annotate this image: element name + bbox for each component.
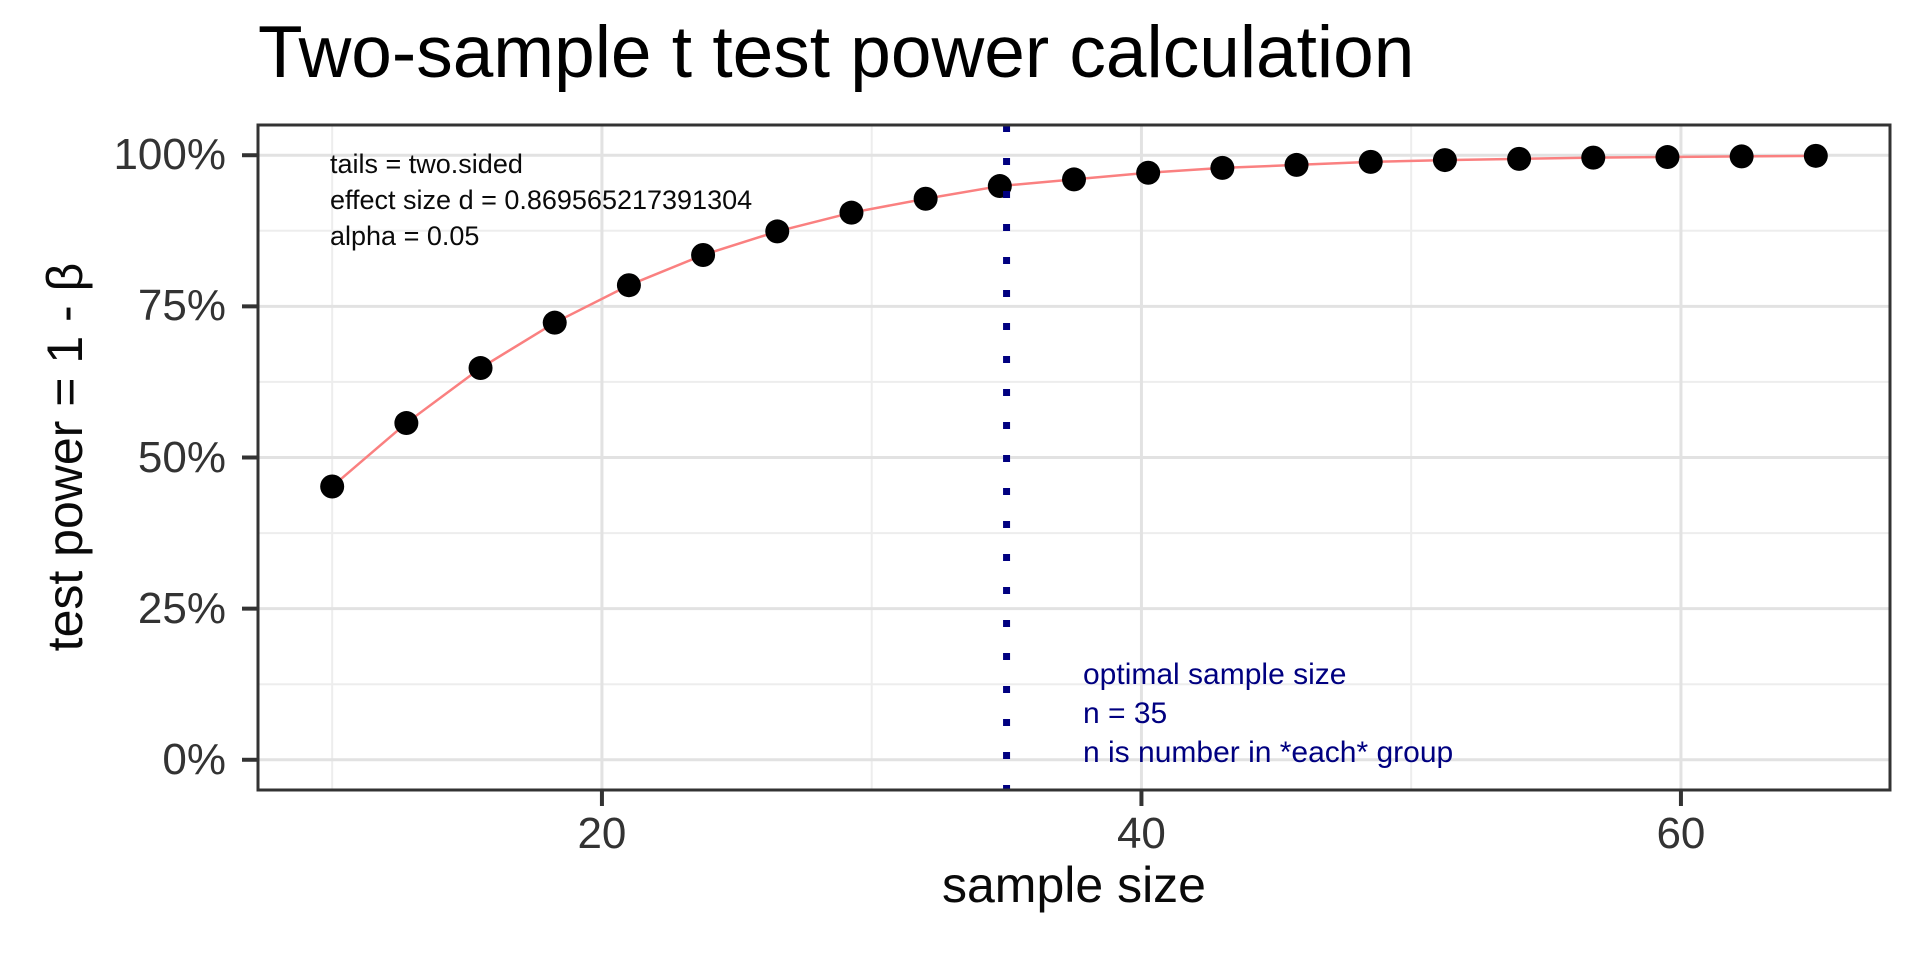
data-point: [1432, 148, 1457, 173]
annotation-alpha: alpha = 0.05: [330, 221, 480, 251]
data-point: [913, 186, 938, 211]
data-point: [765, 219, 790, 244]
data-point: [616, 273, 641, 298]
data-point: [1729, 144, 1754, 169]
data-point: [1358, 149, 1383, 174]
data-point: [1803, 143, 1828, 168]
x-axis-title: sample size: [942, 857, 1206, 913]
data-point: [1581, 145, 1606, 170]
y-tick-label: 100%: [113, 130, 226, 180]
annotation-optimal-n: n = 35: [1083, 697, 1168, 730]
data-point: [839, 200, 864, 225]
data-point: [1062, 167, 1086, 192]
test-parameters-annotation: tails = two.sided effect size d = 0.8695…: [330, 146, 752, 254]
annotation-optimal-note: n is number in *each* group: [1083, 736, 1454, 769]
x-tick-label: 60: [1656, 809, 1706, 858]
data-point: [1507, 146, 1532, 171]
y-tick-label: 25%: [137, 583, 226, 633]
data-point: [394, 411, 419, 436]
x-tick-label: 20: [577, 809, 627, 858]
plot-title: Two-sample t test power calculation: [258, 12, 1415, 93]
annotation-optimal-title: optimal sample size: [1083, 658, 1347, 691]
data-point: [1136, 160, 1161, 185]
optimal-sample-annotation: optimal sample size n = 35 n is number i…: [1083, 655, 1453, 772]
data-point: [320, 474, 345, 499]
y-tick-label: 0%: [162, 734, 226, 784]
annotation-effect-size: effect size d = 0.869565217391304: [330, 185, 753, 215]
x-tick-label: 40: [1116, 809, 1166, 858]
data-point: [1655, 145, 1680, 170]
data-point: [542, 310, 567, 335]
y-tick-label: 50%: [137, 432, 226, 482]
data-point: [468, 356, 493, 381]
data-point: [1284, 152, 1309, 177]
data-point: [691, 242, 716, 267]
annotation-tails: tails = two.sided: [330, 149, 523, 179]
y-tick-label: 75%: [137, 281, 226, 331]
data-point: [1210, 155, 1235, 180]
